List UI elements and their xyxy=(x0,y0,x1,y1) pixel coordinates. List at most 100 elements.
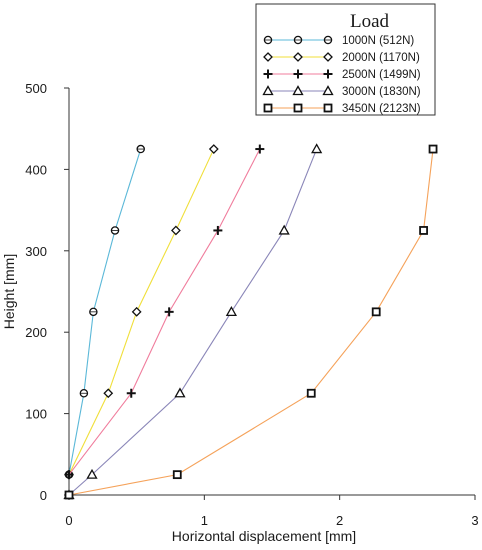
series-2 xyxy=(64,144,219,480)
legend-marker xyxy=(293,103,303,113)
x-tick-label: 2 xyxy=(336,513,343,528)
marker-square xyxy=(172,470,182,480)
legend-item: 2500N (1499N) xyxy=(263,69,421,81)
legend-marker xyxy=(292,85,304,96)
marker-diamond xyxy=(208,144,219,154)
series-5 xyxy=(64,144,438,500)
series-line xyxy=(68,148,318,496)
x-tick-label: 3 xyxy=(471,513,478,528)
y-axis-label: Height [mm] xyxy=(1,254,17,329)
y-tick-label: 300 xyxy=(25,244,47,259)
legend-item: 2000N (1170N) xyxy=(263,52,420,64)
data-point xyxy=(208,144,219,154)
y-tick-label: 500 xyxy=(25,81,47,96)
series-line xyxy=(68,148,142,475)
data-point xyxy=(371,307,381,317)
marker-diamond xyxy=(293,52,303,62)
data-point xyxy=(213,225,223,235)
x-tick-label: 0 xyxy=(65,513,72,528)
marker-triangle xyxy=(278,224,290,235)
marker-triangle xyxy=(262,85,274,96)
data-point xyxy=(103,388,114,399)
data-point xyxy=(86,468,98,479)
legend-item: 1000N (512N) xyxy=(263,35,414,47)
legend-label: 2000N (1170N) xyxy=(342,52,420,64)
marker-square xyxy=(371,307,381,317)
marker-square xyxy=(419,226,428,235)
marker-triangle xyxy=(322,85,334,96)
marker-triangle xyxy=(225,306,238,317)
series-4 xyxy=(63,143,323,500)
legend-label: 2500N (1499N) xyxy=(342,69,421,81)
series-3 xyxy=(64,144,265,480)
series-line xyxy=(68,148,434,496)
legend-marker xyxy=(322,85,334,96)
legend-marker xyxy=(263,35,273,45)
data-point xyxy=(136,144,145,154)
data-point xyxy=(89,307,98,317)
marker-triangle xyxy=(292,85,304,96)
data-point xyxy=(255,144,265,154)
x-tick-label: 1 xyxy=(201,513,208,528)
marker-square xyxy=(293,103,303,113)
data-point xyxy=(278,224,290,235)
data-point xyxy=(419,226,428,235)
x-axis-ticks: 0 1 2 3 xyxy=(65,495,479,528)
legend-marker xyxy=(323,103,333,113)
legend-marker xyxy=(263,52,273,62)
data-point xyxy=(306,388,316,398)
marker-square xyxy=(306,388,316,398)
data-point xyxy=(164,307,174,317)
data-point xyxy=(79,388,89,398)
legend-marker xyxy=(323,52,333,62)
legend-marker xyxy=(293,69,303,79)
marker-diamond xyxy=(103,388,114,399)
data-point xyxy=(170,225,181,236)
data-point xyxy=(174,387,186,398)
data-point xyxy=(126,388,136,398)
marker-diamond xyxy=(170,225,181,236)
legend-item: 3450N (2123N) xyxy=(263,103,421,115)
marker-square xyxy=(428,144,438,154)
y-tick-label: 100 xyxy=(25,407,47,422)
legend-marker xyxy=(293,52,303,62)
data-point xyxy=(131,306,142,317)
y-tick-label: 400 xyxy=(25,162,47,177)
legend-marker xyxy=(323,69,333,79)
y-axis-ticks: 0 100 200 300 400 500 xyxy=(25,81,69,503)
legend-marker xyxy=(263,103,273,113)
marker-diamond xyxy=(263,52,273,62)
series-layer xyxy=(63,143,438,500)
marker-diamond xyxy=(323,52,333,62)
legend-box xyxy=(255,3,436,116)
marker-triangle xyxy=(174,387,186,398)
legend-label: 3450N (2123N) xyxy=(342,103,421,115)
marker-triangle xyxy=(86,468,98,479)
data-point xyxy=(172,470,182,480)
data-point xyxy=(311,143,323,154)
legend-marker xyxy=(293,35,303,45)
x-axis-label: Horizontal displacement [mm] xyxy=(172,528,356,544)
data-point xyxy=(64,490,74,500)
legend-title: Load xyxy=(350,11,390,32)
legend-marker xyxy=(263,69,273,79)
legend-marker xyxy=(262,85,274,96)
data-point xyxy=(64,470,74,480)
marker-square xyxy=(64,490,74,500)
marker-square xyxy=(263,103,273,113)
legend-items: 1000N (512N) 2000N (1170N) 2500N (1499N) 30… xyxy=(262,35,421,115)
data-point xyxy=(428,144,438,154)
legend: Load 1000N (512N) 2000N (1170N) 2500N (149… xyxy=(255,3,436,116)
data-point xyxy=(225,306,238,317)
y-tick-label: 0 xyxy=(40,488,47,503)
data-point xyxy=(110,226,120,235)
plot-frame xyxy=(68,88,475,496)
legend-marker xyxy=(323,35,333,45)
marker-triangle xyxy=(311,143,323,154)
y-tick-label: 200 xyxy=(25,325,47,340)
legend-label: 1000N (512N) xyxy=(342,35,414,47)
marker-square xyxy=(323,103,333,113)
legend-item: 3000N (1830N) xyxy=(262,85,421,98)
marker-diamond xyxy=(131,306,142,317)
